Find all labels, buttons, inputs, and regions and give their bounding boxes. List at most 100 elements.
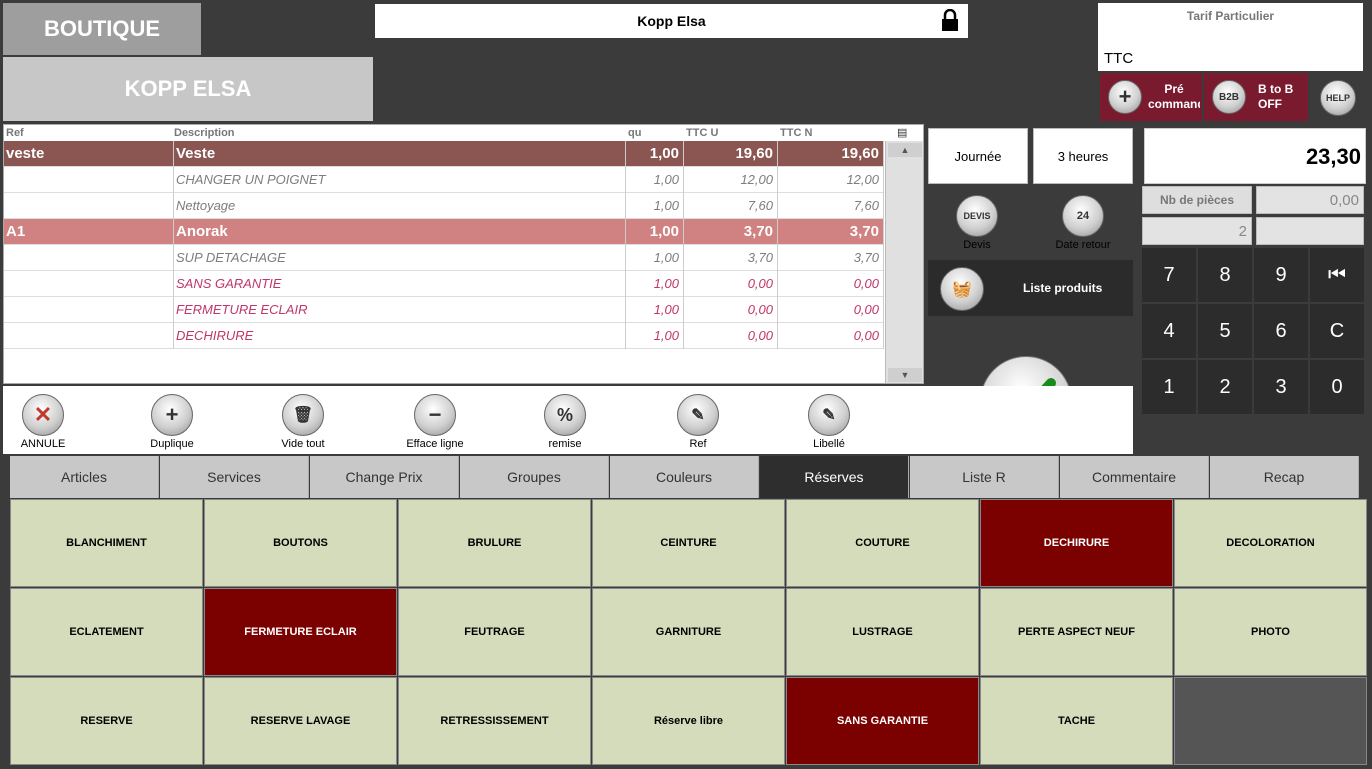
key-C[interactable]: C bbox=[1310, 304, 1364, 358]
remise-label: remise bbox=[548, 438, 582, 450]
reserve-button[interactable]: BLANCHIMENT bbox=[10, 499, 203, 587]
first-icon[interactable]: ⏮ bbox=[1310, 248, 1364, 302]
liste-produits-button[interactable]: 🧺 Liste produits bbox=[928, 260, 1133, 316]
tab-2[interactable]: Change Prix bbox=[310, 456, 459, 498]
b2b-icon: B2B bbox=[1212, 80, 1246, 114]
efface-ligne-button[interactable]: − Efface ligne bbox=[395, 386, 475, 454]
reserve-button[interactable]: DECOLORATION bbox=[1174, 499, 1367, 587]
cell-qu: 1,00 bbox=[626, 167, 684, 193]
table-row[interactable]: DECHIRURE 1,00 0,00 0,00 bbox=[4, 323, 884, 349]
key-4[interactable]: 4 bbox=[1142, 304, 1196, 358]
cell-ref: veste bbox=[6, 141, 174, 167]
scroll-up-icon[interactable]: ▲ bbox=[888, 143, 922, 157]
reserve-button[interactable]: LUSTRAGE bbox=[786, 588, 979, 676]
nb-pieces-value[interactable]: 0,00 bbox=[1256, 186, 1364, 214]
pencil-icon: ✎ bbox=[808, 394, 850, 436]
reserve-button[interactable]: PHOTO bbox=[1174, 588, 1367, 676]
tab-3[interactable]: Groupes bbox=[460, 456, 609, 498]
col-ttcu: TTC U bbox=[686, 127, 719, 139]
ticket-scrollbar[interactable]: ▲ ▼ bbox=[885, 141, 923, 383]
reserve-button[interactable]: TACHE bbox=[980, 677, 1173, 765]
tab-7[interactable]: Commentaire bbox=[1060, 456, 1209, 498]
lock-icon[interactable] bbox=[940, 9, 960, 31]
date-retour-button[interactable]: 24 Date retour bbox=[1052, 195, 1114, 251]
table-row[interactable]: FERMETURE ECLAIR 1,00 0,00 0,00 bbox=[4, 297, 884, 323]
cell-ttcn: 19,60 bbox=[778, 141, 884, 167]
journee-button[interactable]: Journée bbox=[928, 128, 1028, 184]
key-1[interactable]: 1 bbox=[1142, 360, 1196, 414]
pre-commande-button[interactable]: + Pré commande bbox=[1100, 73, 1202, 121]
key-0[interactable]: 0 bbox=[1310, 360, 1364, 414]
reserve-button[interactable]: RETRESSISSEMENT bbox=[398, 677, 591, 765]
tab-1[interactable]: Services bbox=[160, 456, 309, 498]
cell-qu: 1,00 bbox=[626, 141, 684, 167]
reserve-button[interactable]: ECLATEMENT bbox=[10, 588, 203, 676]
key-6[interactable]: 6 bbox=[1254, 304, 1308, 358]
ref-button[interactable]: ✎ Ref bbox=[658, 386, 738, 454]
remise-button[interactable]: % remise bbox=[525, 386, 605, 454]
table-row[interactable]: SUP DETACHAGE 1,00 3,70 3,70 bbox=[4, 245, 884, 271]
reserve-button[interactable]: COUTURE bbox=[786, 499, 979, 587]
table-row[interactable]: Nettoyage 1,00 7,60 7,60 bbox=[4, 193, 884, 219]
libelle-button[interactable]: ✎ Libellé bbox=[789, 386, 869, 454]
count-field[interactable]: 2 bbox=[1142, 217, 1252, 245]
table-row[interactable]: A1 Anorak 1,00 3,70 3,70 bbox=[4, 219, 884, 245]
table-row[interactable]: CHANGER UN POIGNET 1,00 12,00 12,00 bbox=[4, 167, 884, 193]
reserve-button[interactable]: RESERVE LAVAGE bbox=[204, 677, 397, 765]
cell-desc: SUP DETACHAGE bbox=[174, 245, 626, 271]
b2b-button[interactable]: B2B B to B OFF bbox=[1204, 73, 1308, 121]
reserve-button[interactable]: RESERVE bbox=[10, 677, 203, 765]
reserve-button[interactable]: FEUTRAGE bbox=[398, 588, 591, 676]
reserve-button[interactable]: Réserve libre bbox=[592, 677, 785, 765]
annule-button[interactable]: ✕ ANNULE bbox=[3, 386, 83, 454]
client-name-field[interactable]: Kopp Elsa bbox=[375, 4, 968, 38]
b2b-label: B to B OFF bbox=[1258, 82, 1294, 111]
key-5[interactable]: 5 bbox=[1198, 304, 1252, 358]
reserve-button[interactable]: DECHIRURE bbox=[980, 499, 1173, 587]
table-row[interactable]: veste Veste 1,00 19,60 19,60 bbox=[4, 141, 884, 167]
reserves-grid: BLANCHIMENT BOUTONS BRULURE CEINTURE COUTURE… bbox=[10, 499, 1368, 765]
tab-5[interactable]: Réserves bbox=[760, 456, 909, 498]
cell-ttcn: 0,00 bbox=[778, 271, 884, 297]
tab-8[interactable]: Recap bbox=[1210, 456, 1359, 498]
duplique-button[interactable]: + Duplique bbox=[132, 386, 212, 454]
col-ttcn: TTC N bbox=[780, 127, 813, 139]
help-icon[interactable]: HELP bbox=[1320, 80, 1356, 116]
reserve-button[interactable]: FERMETURE ECLAIR bbox=[204, 588, 397, 676]
reserve-button[interactable]: CEINTURE bbox=[592, 499, 785, 587]
trash-icon: 🗑 bbox=[282, 394, 324, 436]
tab-0[interactable]: Articles bbox=[10, 456, 159, 498]
table-row[interactable]: SANS GARANTIE 1,00 0,00 0,00 bbox=[4, 271, 884, 297]
devis-label: Devis bbox=[963, 239, 991, 251]
reserve-button[interactable]: BRULURE bbox=[398, 499, 591, 587]
key-7[interactable]: 7 bbox=[1142, 248, 1196, 302]
cell-ttcu: 3,70 bbox=[684, 219, 778, 245]
columns-icon[interactable]: ▤ bbox=[897, 127, 908, 139]
client-title: KOPP ELSA bbox=[3, 57, 373, 121]
tab-6[interactable]: Liste R bbox=[910, 456, 1059, 498]
plus-icon: + bbox=[151, 394, 193, 436]
cancel-icon: ✕ bbox=[22, 394, 64, 436]
key-8[interactable]: 8 bbox=[1198, 248, 1252, 302]
key-2[interactable]: 2 bbox=[1198, 360, 1252, 414]
reserve-button[interactable]: SANS GARANTIE bbox=[786, 677, 979, 765]
empty-field[interactable] bbox=[1256, 217, 1364, 245]
scroll-down-icon[interactable]: ▼ bbox=[888, 368, 922, 382]
tarif-panel[interactable]: Tarif Particulier TTC bbox=[1098, 3, 1363, 71]
vide-tout-button[interactable]: 🗑 Vide tout bbox=[263, 386, 343, 454]
devis-button[interactable]: DEVIS Devis bbox=[952, 195, 1002, 251]
total-amount: 23,30 bbox=[1144, 128, 1366, 184]
cell-qu: 1,00 bbox=[626, 297, 684, 323]
cell-ref bbox=[6, 167, 174, 193]
reserve-button[interactable]: PERTE ASPECT NEUF bbox=[980, 588, 1173, 676]
reserve-button[interactable]: BOUTONS bbox=[204, 499, 397, 587]
devis-icon: DEVIS bbox=[956, 195, 998, 237]
reserve-button[interactable]: GARNITURE bbox=[592, 588, 785, 676]
calendar-icon: 24 bbox=[1062, 195, 1104, 237]
key-3[interactable]: 3 bbox=[1254, 360, 1308, 414]
cell-ref bbox=[6, 297, 174, 323]
cell-ttcn: 3,70 bbox=[778, 245, 884, 271]
tab-4[interactable]: Couleurs bbox=[610, 456, 759, 498]
key-9[interactable]: 9 bbox=[1254, 248, 1308, 302]
trois-heures-button[interactable]: 3 heures bbox=[1033, 128, 1133, 184]
